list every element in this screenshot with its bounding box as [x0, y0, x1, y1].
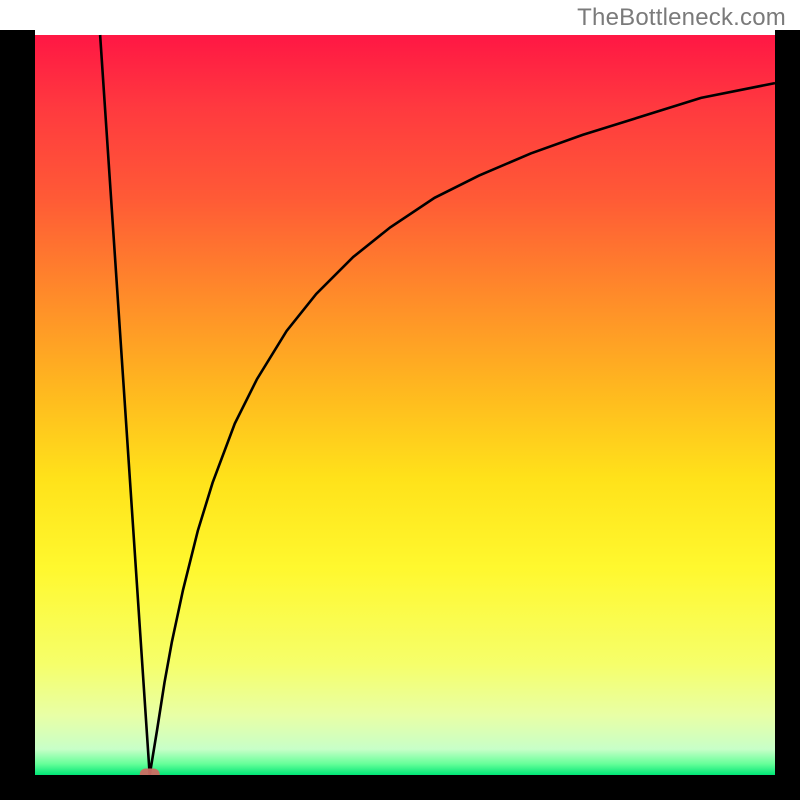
- chart-container: TheBottleneck.com: [0, 0, 800, 800]
- watermark-text: TheBottleneck.com: [577, 4, 786, 32]
- chart-background: [35, 35, 775, 775]
- bottleneck-chart: [0, 0, 800, 800]
